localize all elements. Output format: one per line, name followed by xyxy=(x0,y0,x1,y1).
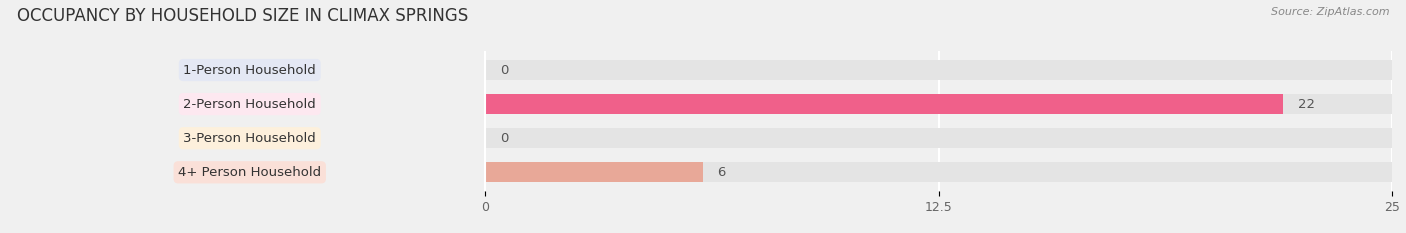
Text: 1-Person Household: 1-Person Household xyxy=(183,64,316,76)
Bar xyxy=(485,128,1392,148)
Bar xyxy=(485,94,1392,114)
Bar xyxy=(485,94,1284,114)
Text: Source: ZipAtlas.com: Source: ZipAtlas.com xyxy=(1271,7,1389,17)
Text: 0: 0 xyxy=(501,132,509,145)
Text: 2-Person Household: 2-Person Household xyxy=(183,98,316,111)
Text: 3-Person Household: 3-Person Household xyxy=(183,132,316,145)
Bar xyxy=(485,162,703,182)
Text: OCCUPANCY BY HOUSEHOLD SIZE IN CLIMAX SPRINGS: OCCUPANCY BY HOUSEHOLD SIZE IN CLIMAX SP… xyxy=(17,7,468,25)
Text: 6: 6 xyxy=(717,166,725,179)
Text: 22: 22 xyxy=(1298,98,1315,111)
Text: 4+ Person Household: 4+ Person Household xyxy=(179,166,322,179)
Bar xyxy=(485,162,1392,182)
Text: 0: 0 xyxy=(501,64,509,76)
Bar xyxy=(485,60,1392,80)
